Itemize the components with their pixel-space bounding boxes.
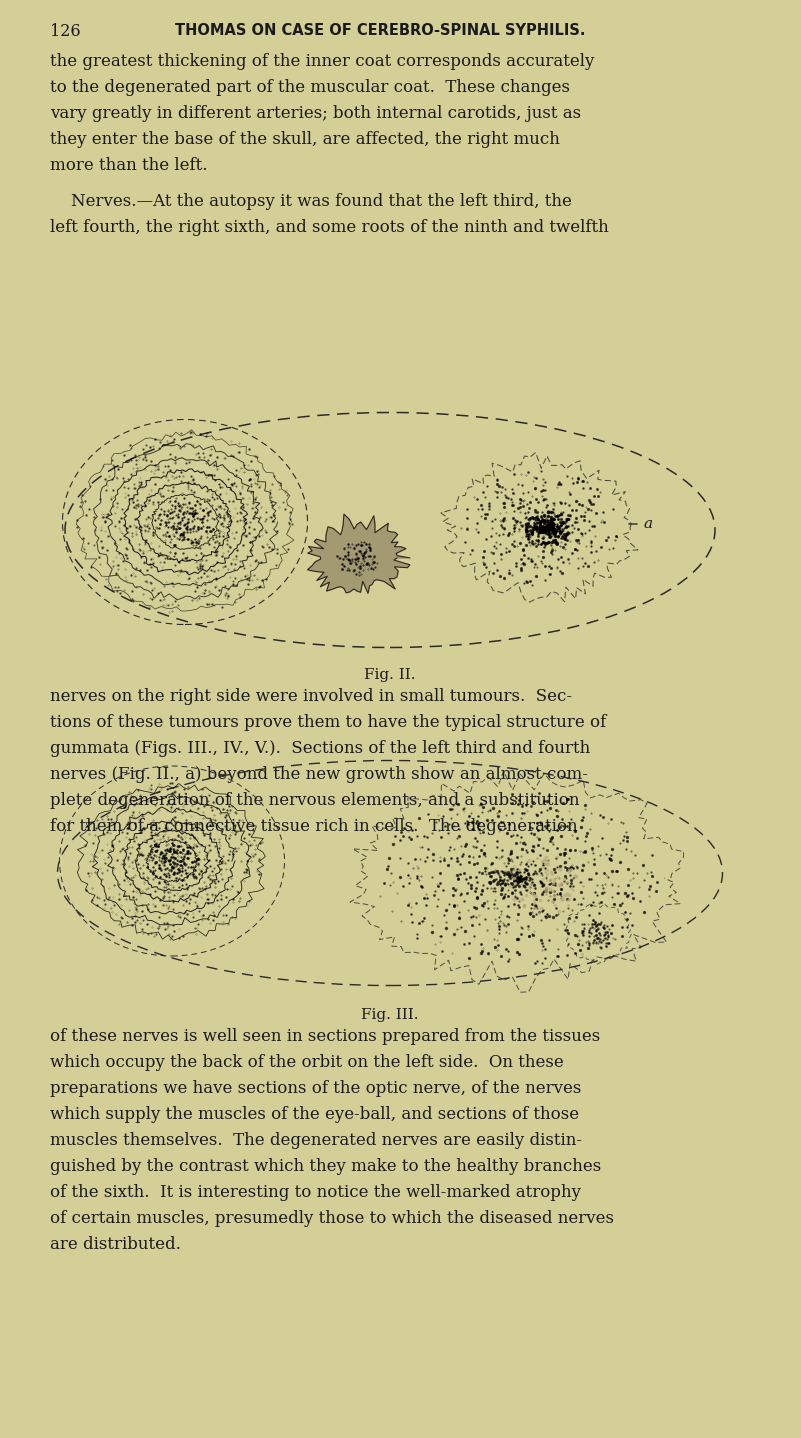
Text: tions of these tumours prove them to have the typical structure of: tions of these tumours prove them to hav… <box>50 715 606 731</box>
Text: for them of a connective tissue rich in cells.  The degeneration: for them of a connective tissue rich in … <box>50 818 578 835</box>
Text: of these nerves is well seen in sections prepared from the tissues: of these nerves is well seen in sections… <box>50 1028 600 1045</box>
Text: are distributed.: are distributed. <box>50 1237 181 1252</box>
Text: of certain muscles, presumedly those to which the diseased nerves: of certain muscles, presumedly those to … <box>50 1209 614 1227</box>
Text: they enter the base of the skull, are affected, the right much: they enter the base of the skull, are af… <box>50 131 560 148</box>
Text: vary greatly in different arteries; both internal carotids, just as: vary greatly in different arteries; both… <box>50 105 581 122</box>
Text: Nerves.—At the autopsy it was found that the left third, the: Nerves.—At the autopsy it was found that… <box>50 193 572 210</box>
Text: gummata (Figs. III., IV., V.).  Sections of the left third and fourth: gummata (Figs. III., IV., V.). Sections … <box>50 741 590 756</box>
Text: to the degenerated part of the muscular coat.  These changes: to the degenerated part of the muscular … <box>50 79 570 96</box>
Text: left fourth, the right sixth, and some roots of the ninth and twelfth: left fourth, the right sixth, and some r… <box>50 219 609 236</box>
Text: a: a <box>643 518 652 531</box>
Text: which supply the muscles of the eye-ball, and sections of those: which supply the muscles of the eye-ball… <box>50 1106 579 1123</box>
Text: 126: 126 <box>50 23 81 40</box>
Text: guished by the contrast which they make to the healthy branches: guished by the contrast which they make … <box>50 1158 602 1175</box>
Text: the greatest thickening of the inner coat corresponds accurately: the greatest thickening of the inner coa… <box>50 53 594 70</box>
Text: of the sixth.  It is interesting to notice the well-marked atrophy: of the sixth. It is interesting to notic… <box>50 1183 581 1201</box>
Text: nerves (Fig. II., a) beyond the new growth show an almost com-: nerves (Fig. II., a) beyond the new grow… <box>50 766 588 784</box>
Text: nerves on the right side were involved in small tumours.  Sec-: nerves on the right side were involved i… <box>50 687 572 705</box>
Text: which occupy the back of the orbit on the left side.  On these: which occupy the back of the orbit on th… <box>50 1054 564 1071</box>
Polygon shape <box>308 515 410 594</box>
Text: THOMAS ON CASE OF CEREBRO-SPINAL SYPHILIS.: THOMAS ON CASE OF CEREBRO-SPINAL SYPHILI… <box>175 23 586 37</box>
Text: preparations we have sections of the optic nerve, of the nerves: preparations we have sections of the opt… <box>50 1080 582 1097</box>
Text: muscles themselves.  The degenerated nerves are easily distin-: muscles themselves. The degenerated nerv… <box>50 1132 582 1149</box>
Text: plete degeneration of the nervous elements, and a substitution: plete degeneration of the nervous elemen… <box>50 792 579 810</box>
Text: Fig. III.: Fig. III. <box>361 1008 419 1022</box>
Text: more than the left.: more than the left. <box>50 157 207 174</box>
Text: Fig. II.: Fig. II. <box>364 669 416 682</box>
